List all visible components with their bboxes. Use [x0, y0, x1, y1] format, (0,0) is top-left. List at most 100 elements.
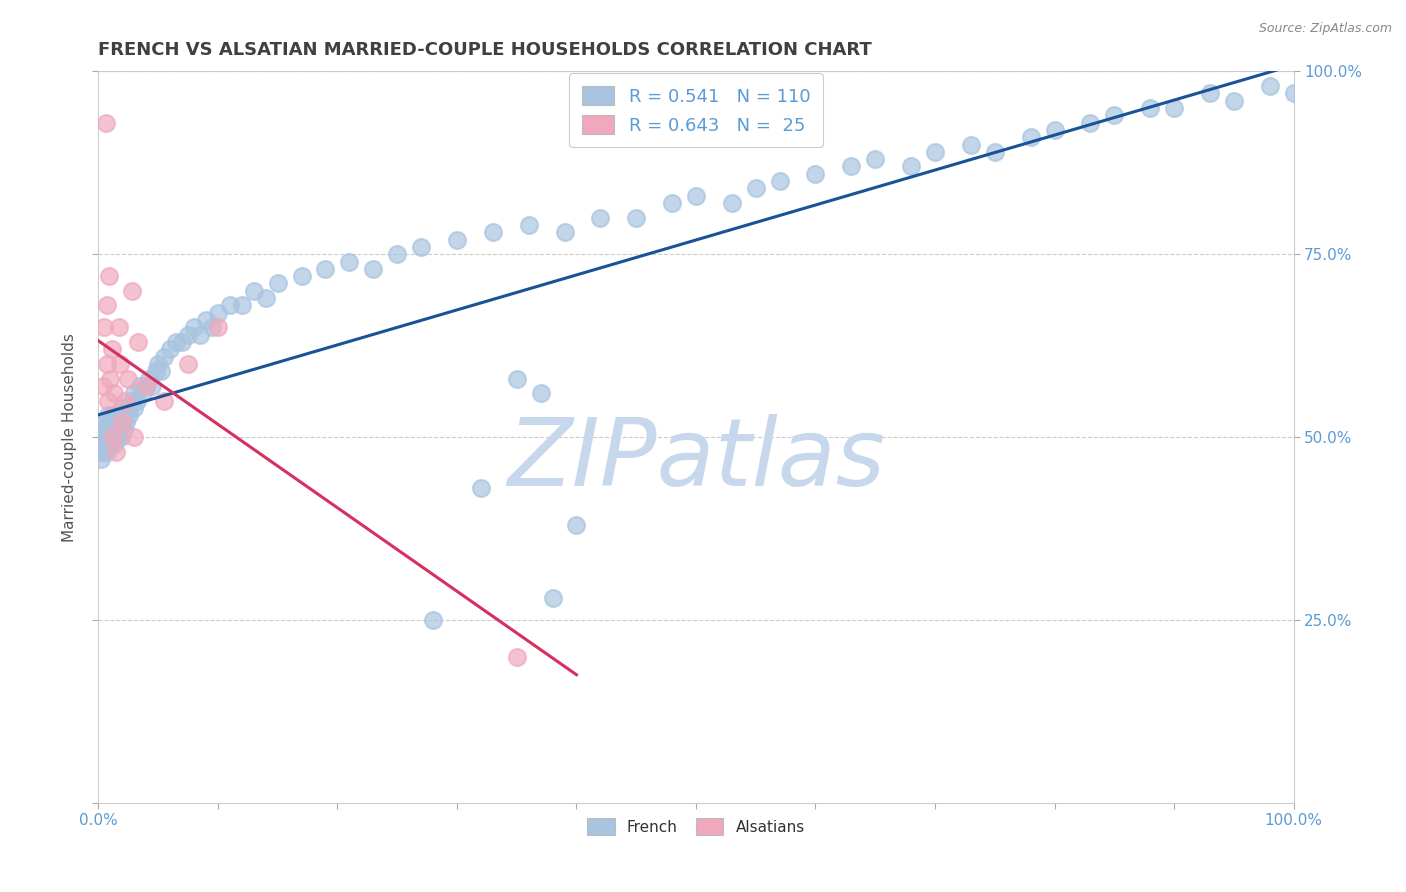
Point	[98, 423, 122, 437]
Point	[291, 269, 314, 284]
Point	[96, 444, 118, 458]
Point	[517, 218, 540, 232]
Point	[104, 430, 127, 444]
Point	[138, 371, 160, 385]
Point	[97, 393, 120, 408]
Point	[145, 364, 167, 378]
Point	[111, 416, 134, 430]
Point	[98, 416, 121, 430]
Point	[1139, 101, 1161, 115]
Point	[98, 437, 122, 451]
Point	[91, 430, 114, 444]
Point	[105, 408, 128, 422]
Point	[98, 430, 122, 444]
Point	[153, 350, 176, 364]
Point	[363, 261, 385, 276]
Point	[117, 371, 139, 385]
Point	[105, 423, 128, 437]
Point	[107, 430, 129, 444]
Point	[1163, 101, 1185, 115]
Point	[111, 401, 134, 415]
Point	[129, 379, 152, 393]
Point	[90, 452, 112, 467]
Point	[804, 167, 827, 181]
Point	[183, 320, 205, 334]
Text: ZIPatlas: ZIPatlas	[508, 414, 884, 505]
Point	[960, 137, 983, 152]
Point	[91, 437, 114, 451]
Point	[108, 408, 131, 422]
Point	[117, 401, 139, 415]
Point	[96, 430, 118, 444]
Point	[315, 261, 337, 276]
Point	[93, 320, 115, 334]
Point	[135, 379, 157, 393]
Point	[114, 393, 136, 408]
Point	[530, 386, 553, 401]
Point	[93, 444, 115, 458]
Point	[103, 386, 125, 401]
Point	[96, 357, 118, 371]
Point	[661, 196, 683, 211]
Point	[148, 357, 170, 371]
Point	[541, 591, 564, 605]
Point	[98, 430, 121, 444]
Point	[96, 298, 118, 312]
Point	[124, 401, 146, 415]
Point	[131, 386, 153, 401]
Point	[91, 416, 114, 430]
Point	[1080, 115, 1102, 129]
Point	[125, 393, 148, 408]
Point	[110, 430, 132, 444]
Point	[127, 334, 149, 349]
Point	[201, 320, 224, 334]
Point	[195, 313, 218, 327]
Point	[243, 284, 266, 298]
Point	[124, 430, 146, 444]
Point	[101, 423, 124, 437]
Point	[124, 386, 146, 401]
Point	[841, 160, 863, 174]
Point	[94, 416, 117, 430]
Point	[141, 379, 163, 393]
Point	[121, 393, 143, 408]
Point	[422, 613, 444, 627]
Legend: French, Alsatians: French, Alsatians	[579, 811, 813, 843]
Point	[554, 225, 576, 239]
Point	[97, 437, 120, 451]
Point	[768, 174, 790, 188]
Point	[900, 160, 922, 174]
Point	[105, 444, 128, 458]
Point	[97, 423, 120, 437]
Point	[107, 416, 129, 430]
Point	[115, 416, 138, 430]
Point	[589, 211, 612, 225]
Point	[100, 343, 122, 357]
Point	[565, 517, 588, 532]
Point	[98, 269, 121, 284]
Point	[93, 430, 115, 444]
Point	[101, 408, 124, 422]
Point	[177, 327, 200, 342]
Point	[411, 240, 433, 254]
Point	[254, 291, 277, 305]
Point	[1199, 87, 1222, 101]
Point	[91, 379, 114, 393]
Point	[1019, 130, 1042, 145]
Point	[111, 416, 134, 430]
Point	[149, 364, 172, 378]
Point	[207, 306, 229, 320]
Point	[93, 423, 115, 437]
Point	[94, 115, 117, 129]
Point	[100, 430, 122, 444]
Point	[446, 233, 468, 247]
Point	[96, 423, 118, 437]
Point	[188, 327, 211, 342]
Point	[721, 196, 744, 211]
Point	[385, 247, 409, 261]
Text: Source: ZipAtlas.com: Source: ZipAtlas.com	[1258, 22, 1392, 36]
Y-axis label: Married-couple Households: Married-couple Households	[62, 333, 77, 541]
Point	[100, 416, 122, 430]
Point	[339, 254, 361, 268]
Point	[165, 334, 187, 349]
